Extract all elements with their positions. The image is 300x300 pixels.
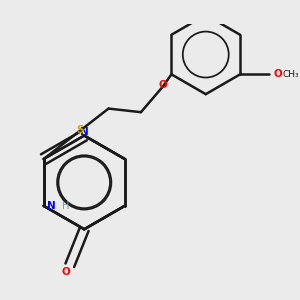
Text: O: O: [158, 80, 167, 90]
Text: O: O: [62, 268, 70, 278]
Text: S: S: [76, 125, 83, 135]
Text: N: N: [80, 127, 88, 137]
Text: N: N: [46, 201, 55, 211]
Text: O: O: [274, 69, 282, 80]
Text: H: H: [61, 201, 69, 211]
Text: CH₃: CH₃: [282, 70, 299, 79]
